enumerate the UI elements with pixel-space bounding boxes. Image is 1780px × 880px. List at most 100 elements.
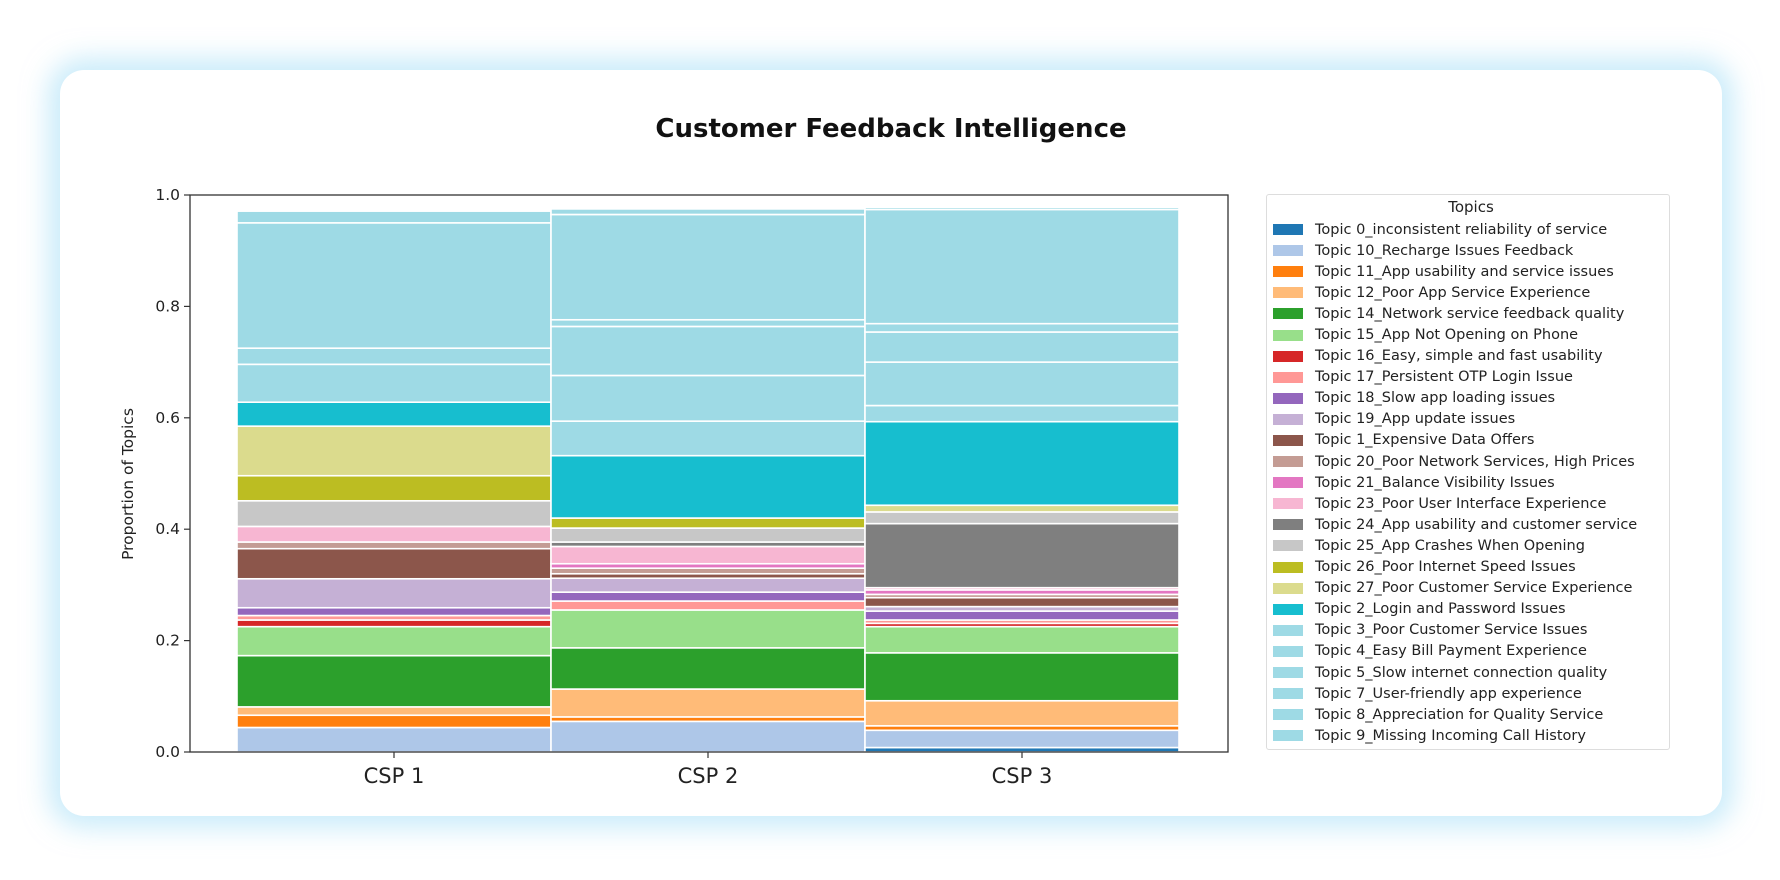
legend-swatch [1273, 434, 1303, 446]
legend-item: Topic 23_Poor User Interface Experience [1273, 493, 1669, 514]
bar-segment [236, 625, 552, 657]
bar-segment [550, 325, 866, 377]
bar-segment [864, 610, 1180, 621]
x-tick-label: CSP 2 [678, 764, 739, 788]
legend-item: Topic 15_App Not Opening on Phone [1273, 324, 1669, 345]
legend-item: Topic 4_Easy Bill Payment Experience [1273, 641, 1669, 662]
bar-segment [236, 541, 552, 550]
bar-segment [550, 517, 866, 529]
bar-segment [550, 609, 866, 649]
bar-segment [864, 522, 1180, 589]
legend-swatch [1273, 688, 1303, 700]
bar-segment [864, 699, 1180, 727]
bar-segment [864, 729, 1180, 749]
legend-title: Topics [1448, 198, 1494, 216]
chart-title: Customer Feedback Intelligence [655, 114, 1127, 144]
legend-label: Topic 16_Easy, simple and fast usability [1315, 348, 1603, 365]
bar-segment [236, 363, 552, 404]
legend-swatch [1273, 392, 1303, 404]
y-tick-label: 0.0 [155, 743, 180, 761]
bar-segment [236, 210, 552, 224]
chart-card: Customer Feedback Intelligence Proportio… [60, 70, 1722, 816]
legend-label: Topic 12_Poor App Service Experience [1315, 284, 1591, 301]
y-tick-label: 0.8 [155, 297, 180, 315]
legend-swatch [1273, 477, 1303, 489]
legend-item: Topic 12_Poor App Service Experience [1273, 282, 1669, 303]
legend-item: Topic 14_Network service feedback qualit… [1273, 303, 1669, 324]
bar-segment [236, 577, 552, 609]
legend-label: Topic 26_Poor Internet Speed Issues [1315, 559, 1576, 576]
bar-segment [550, 527, 866, 543]
legend-label: Topic 18_Slow app loading issues [1315, 390, 1556, 407]
legend-item: Topic 7_User-friendly app experience [1273, 683, 1669, 704]
bar-segment [864, 361, 1180, 407]
legend-swatch [1273, 350, 1303, 362]
bar-segment [550, 545, 866, 565]
legend-swatch [1273, 371, 1303, 383]
legend-swatch [1273, 603, 1303, 615]
legend-label: Topic 24_App usability and customer serv… [1315, 516, 1638, 533]
bar-segment [236, 474, 552, 502]
legend-item: Topic 17_Persistent OTP Login Issue [1273, 367, 1669, 388]
bar-segment [236, 706, 552, 717]
legend-label: Topic 23_Poor User Interface Experience [1315, 495, 1607, 512]
legend-label: Topic 8_Appreciation for Quality Service [1315, 706, 1604, 723]
y-axis-label: Proportion of Topics [119, 408, 137, 560]
legend-item: Topic 5_Slow internet connection quality [1273, 662, 1669, 683]
y-tick-label: 0.4 [155, 520, 180, 538]
bar-segment [236, 726, 552, 753]
legend-swatch [1273, 561, 1303, 573]
bar-segment [864, 652, 1180, 702]
legend-label: Topic 5_Slow internet connection quality [1315, 664, 1608, 681]
legend-label: Topic 19_App update issues [1315, 411, 1516, 428]
legend-item: Topic 11_App usability and service issue… [1273, 261, 1669, 282]
legend: Topics Topic 0_inconsistent reliability … [1266, 194, 1670, 750]
legend-label: Topic 15_App Not Opening on Phone [1315, 327, 1579, 344]
bar-segment [864, 596, 1180, 608]
legend-label: Topic 0_inconsistent reliability of serv… [1315, 221, 1608, 238]
y-tick-label: 0.6 [155, 409, 180, 427]
bar-segment [864, 331, 1180, 363]
bar-segment [236, 619, 552, 628]
legend-item: Topic 9_Missing Incoming Call History [1273, 725, 1669, 746]
legend-item: Topic 1_Expensive Data Offers [1273, 430, 1669, 451]
legend-items: Topic 0_inconsistent reliability of serv… [1273, 219, 1669, 746]
legend-label: Topic 2_Login and Password Issues [1315, 601, 1566, 618]
bar-segment [550, 208, 866, 216]
bar-segment [550, 420, 866, 457]
legend-label: Topic 17_Persistent OTP Login Issue [1315, 369, 1573, 386]
legend-label: Topic 11_App usability and service issue… [1315, 263, 1614, 280]
bar-segment [236, 401, 552, 427]
bar-segment [864, 504, 1180, 513]
legend-swatch [1273, 413, 1303, 425]
legend-item: Topic 24_App usability and customer serv… [1273, 514, 1669, 535]
legend-label: Topic 27_Poor Customer Service Experienc… [1315, 580, 1633, 597]
bar-segment [550, 591, 866, 602]
bar-segment [236, 222, 552, 349]
legend-item: Topic 25_App Crashes When Opening [1273, 535, 1669, 556]
bar-segment [550, 213, 866, 321]
bar-segment [236, 606, 552, 617]
bar-segment [550, 318, 866, 328]
legend-swatch [1273, 456, 1303, 468]
bar-segment [236, 499, 552, 528]
stacked-bar-chart: Proportion of Topics CSP 1 CSP 2 CSP 3 0.0 0… [119, 186, 1229, 788]
bar-segment [864, 511, 1180, 525]
legend-label: Topic 25_App Crashes When Opening [1315, 537, 1585, 554]
bar-segment [864, 206, 1180, 211]
bar-segment [864, 208, 1180, 325]
legend-label: Topic 1_Expensive Data Offers [1315, 432, 1535, 449]
legend-item: Topic 21_Balance Visibility Issues [1273, 472, 1669, 493]
bar-segment [550, 600, 866, 611]
legend-swatch [1273, 709, 1303, 721]
legend-label: Topic 9_Missing Incoming Call History [1315, 727, 1586, 744]
bar-segment [236, 347, 552, 366]
legend-item: Topic 3_Poor Customer Service Issues [1273, 620, 1669, 641]
legend-label: Topic 3_Poor Customer Service Issues [1315, 622, 1588, 639]
bar-segment [550, 688, 866, 718]
legend-swatch [1273, 329, 1303, 341]
legend-swatch [1273, 266, 1303, 278]
x-tick-label: CSP 3 [992, 764, 1053, 788]
legend-swatch [1273, 540, 1303, 552]
